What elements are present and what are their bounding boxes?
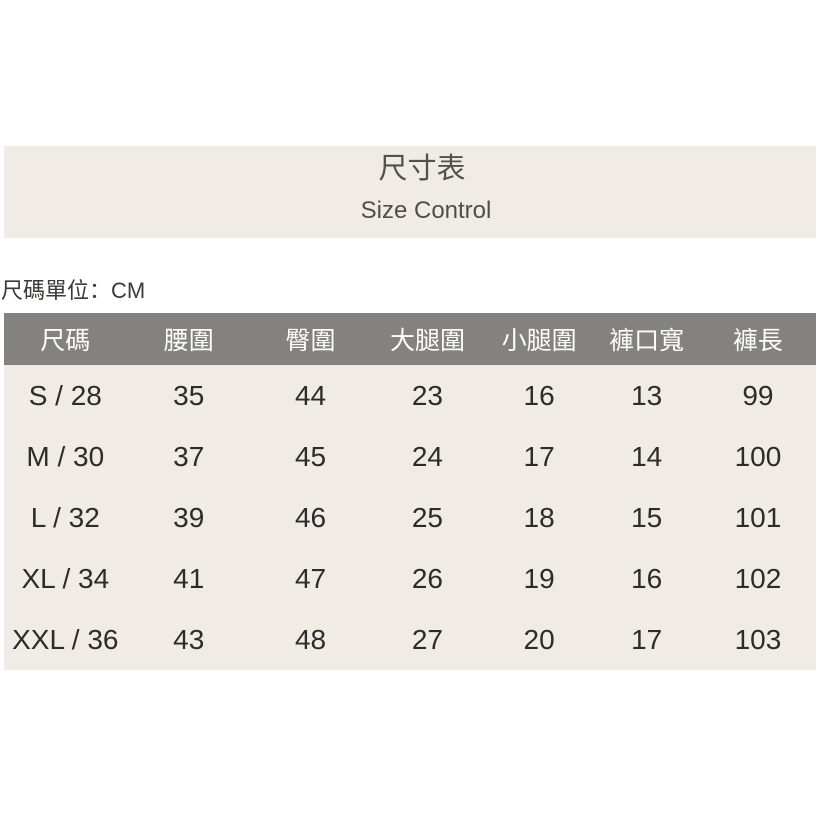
measurement-cell: 15 [593, 487, 700, 548]
measurement-cell: 103 [699, 609, 816, 670]
measurement-cell: 14 [593, 426, 700, 487]
header-leg-opening: 褲口寬 [593, 313, 700, 365]
measurement-cell: 46 [250, 487, 371, 548]
table-row: XL / 34 41 47 26 19 16 102 [4, 548, 816, 609]
measurement-cell: 20 [484, 609, 594, 670]
measurement-cell: 45 [250, 426, 371, 487]
measurement-cell: 47 [250, 548, 371, 609]
table-row: M / 30 37 45 24 17 14 100 [4, 426, 816, 487]
measurement-cell: 39 [126, 487, 251, 548]
measurement-cell: 101 [699, 487, 816, 548]
table-row: S / 28 35 44 23 16 13 99 [4, 365, 816, 426]
measurement-cell: 43 [126, 609, 251, 670]
page-subtitle: Size Control [360, 197, 492, 224]
unit-note: 尺碼單位：CM [1, 278, 146, 303]
table-row: L / 32 39 46 25 18 15 101 [4, 487, 816, 548]
measurement-cell: 17 [484, 426, 594, 487]
size-label-cell: L / 32 [4, 487, 127, 548]
measurement-cell: 26 [370, 548, 485, 609]
measurement-cell: 37 [126, 426, 251, 487]
measurement-cell: 99 [699, 365, 816, 426]
size-label-cell: M / 30 [4, 426, 127, 487]
measurement-cell: 25 [370, 487, 485, 548]
title-banner: 尺寸表 Size Control [4, 146, 816, 238]
measurement-cell: 27 [370, 609, 485, 670]
header-hip: 臀圍 [250, 313, 371, 365]
measurement-cell: 19 [484, 548, 594, 609]
measurement-cell: 24 [370, 426, 485, 487]
header-calf: 小腿圍 [484, 313, 594, 365]
measurement-cell: 16 [484, 365, 594, 426]
measurement-cell: 48 [250, 609, 371, 670]
measurement-cell: 44 [250, 365, 371, 426]
measurement-cell: 13 [593, 365, 700, 426]
header-size: 尺碼 [4, 313, 127, 365]
table-header-row: 尺碼 腰圍 臀圍 大腿圍 小腿圍 褲口寬 褲長 [4, 313, 816, 365]
measurement-cell: 17 [593, 609, 700, 670]
header-waist: 腰圍 [126, 313, 251, 365]
measurement-cell: 100 [699, 426, 816, 487]
size-label-cell: S / 28 [4, 365, 127, 426]
measurement-cell: 23 [370, 365, 485, 426]
measurement-cell: 16 [593, 548, 700, 609]
measurement-cell: 18 [484, 487, 594, 548]
size-label-cell: XXL / 36 [4, 609, 127, 670]
size-table: 尺碼 腰圍 臀圍 大腿圍 小腿圍 褲口寬 褲長 S / 28 35 44 23 16 13… [4, 313, 816, 670]
table-row: XXL / 36 43 48 27 20 17 103 [4, 609, 816, 670]
measurement-cell: 41 [126, 548, 251, 609]
header-length: 褲長 [699, 313, 816, 365]
page-title: 尺寸表 [378, 153, 466, 185]
measurement-cell: 35 [126, 365, 251, 426]
measurement-cell: 102 [699, 548, 816, 609]
size-label-cell: XL / 34 [4, 548, 127, 609]
header-thigh: 大腿圍 [370, 313, 485, 365]
